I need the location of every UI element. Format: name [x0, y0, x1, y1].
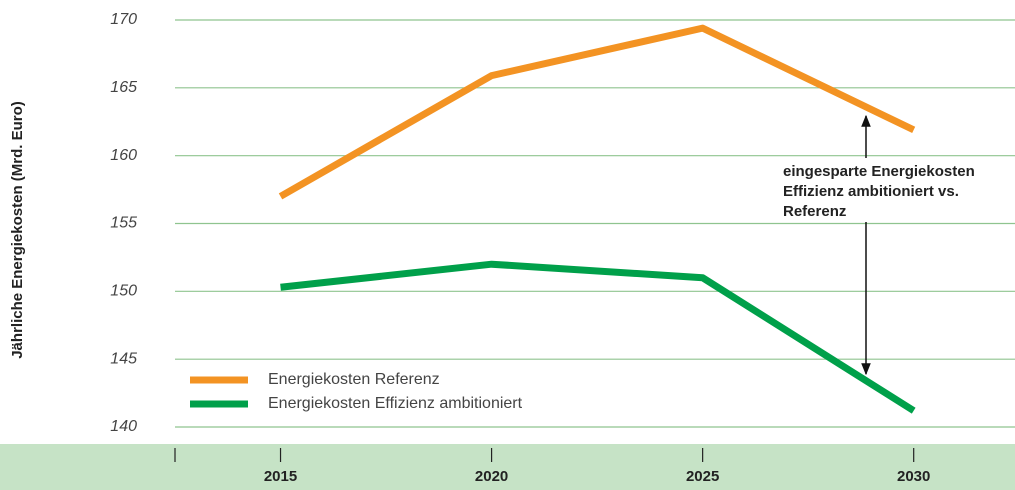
y-tick-label: 170	[110, 11, 137, 28]
x-tick-label: 2025	[686, 468, 719, 485]
annotation-bg	[780, 182, 1012, 202]
x-tick-label: 2020	[475, 468, 508, 485]
y-tick-label: 160	[110, 147, 137, 164]
legend-label: Energiekosten Referenz	[268, 371, 440, 388]
annotation-bg	[780, 202, 1012, 222]
annotation: eingesparte Energiekosten	[783, 163, 975, 180]
y-tick-label: 165	[110, 79, 137, 96]
y-axis-label: Jährliche Energiekosten (Mrd. Euro)	[9, 101, 26, 359]
series-line	[278, 24, 916, 200]
y-tick-label: 140	[110, 418, 137, 435]
series-line	[280, 260, 916, 414]
x-tick-label: 2030	[897, 468, 930, 485]
y-tick-label: 145	[110, 350, 137, 367]
annotation-bg	[780, 162, 1012, 182]
x-tick-label: 2015	[264, 468, 297, 485]
annotation: Effizienz ambitioniert vs.	[783, 183, 959, 200]
legend-label: Energiekosten Effizienz ambitioniert	[268, 395, 523, 412]
y-tick-label: 155	[110, 215, 137, 232]
y-tick-label: 150	[110, 283, 137, 300]
x-axis-band	[0, 444, 1015, 490]
annotation: Referenz	[783, 203, 846, 220]
